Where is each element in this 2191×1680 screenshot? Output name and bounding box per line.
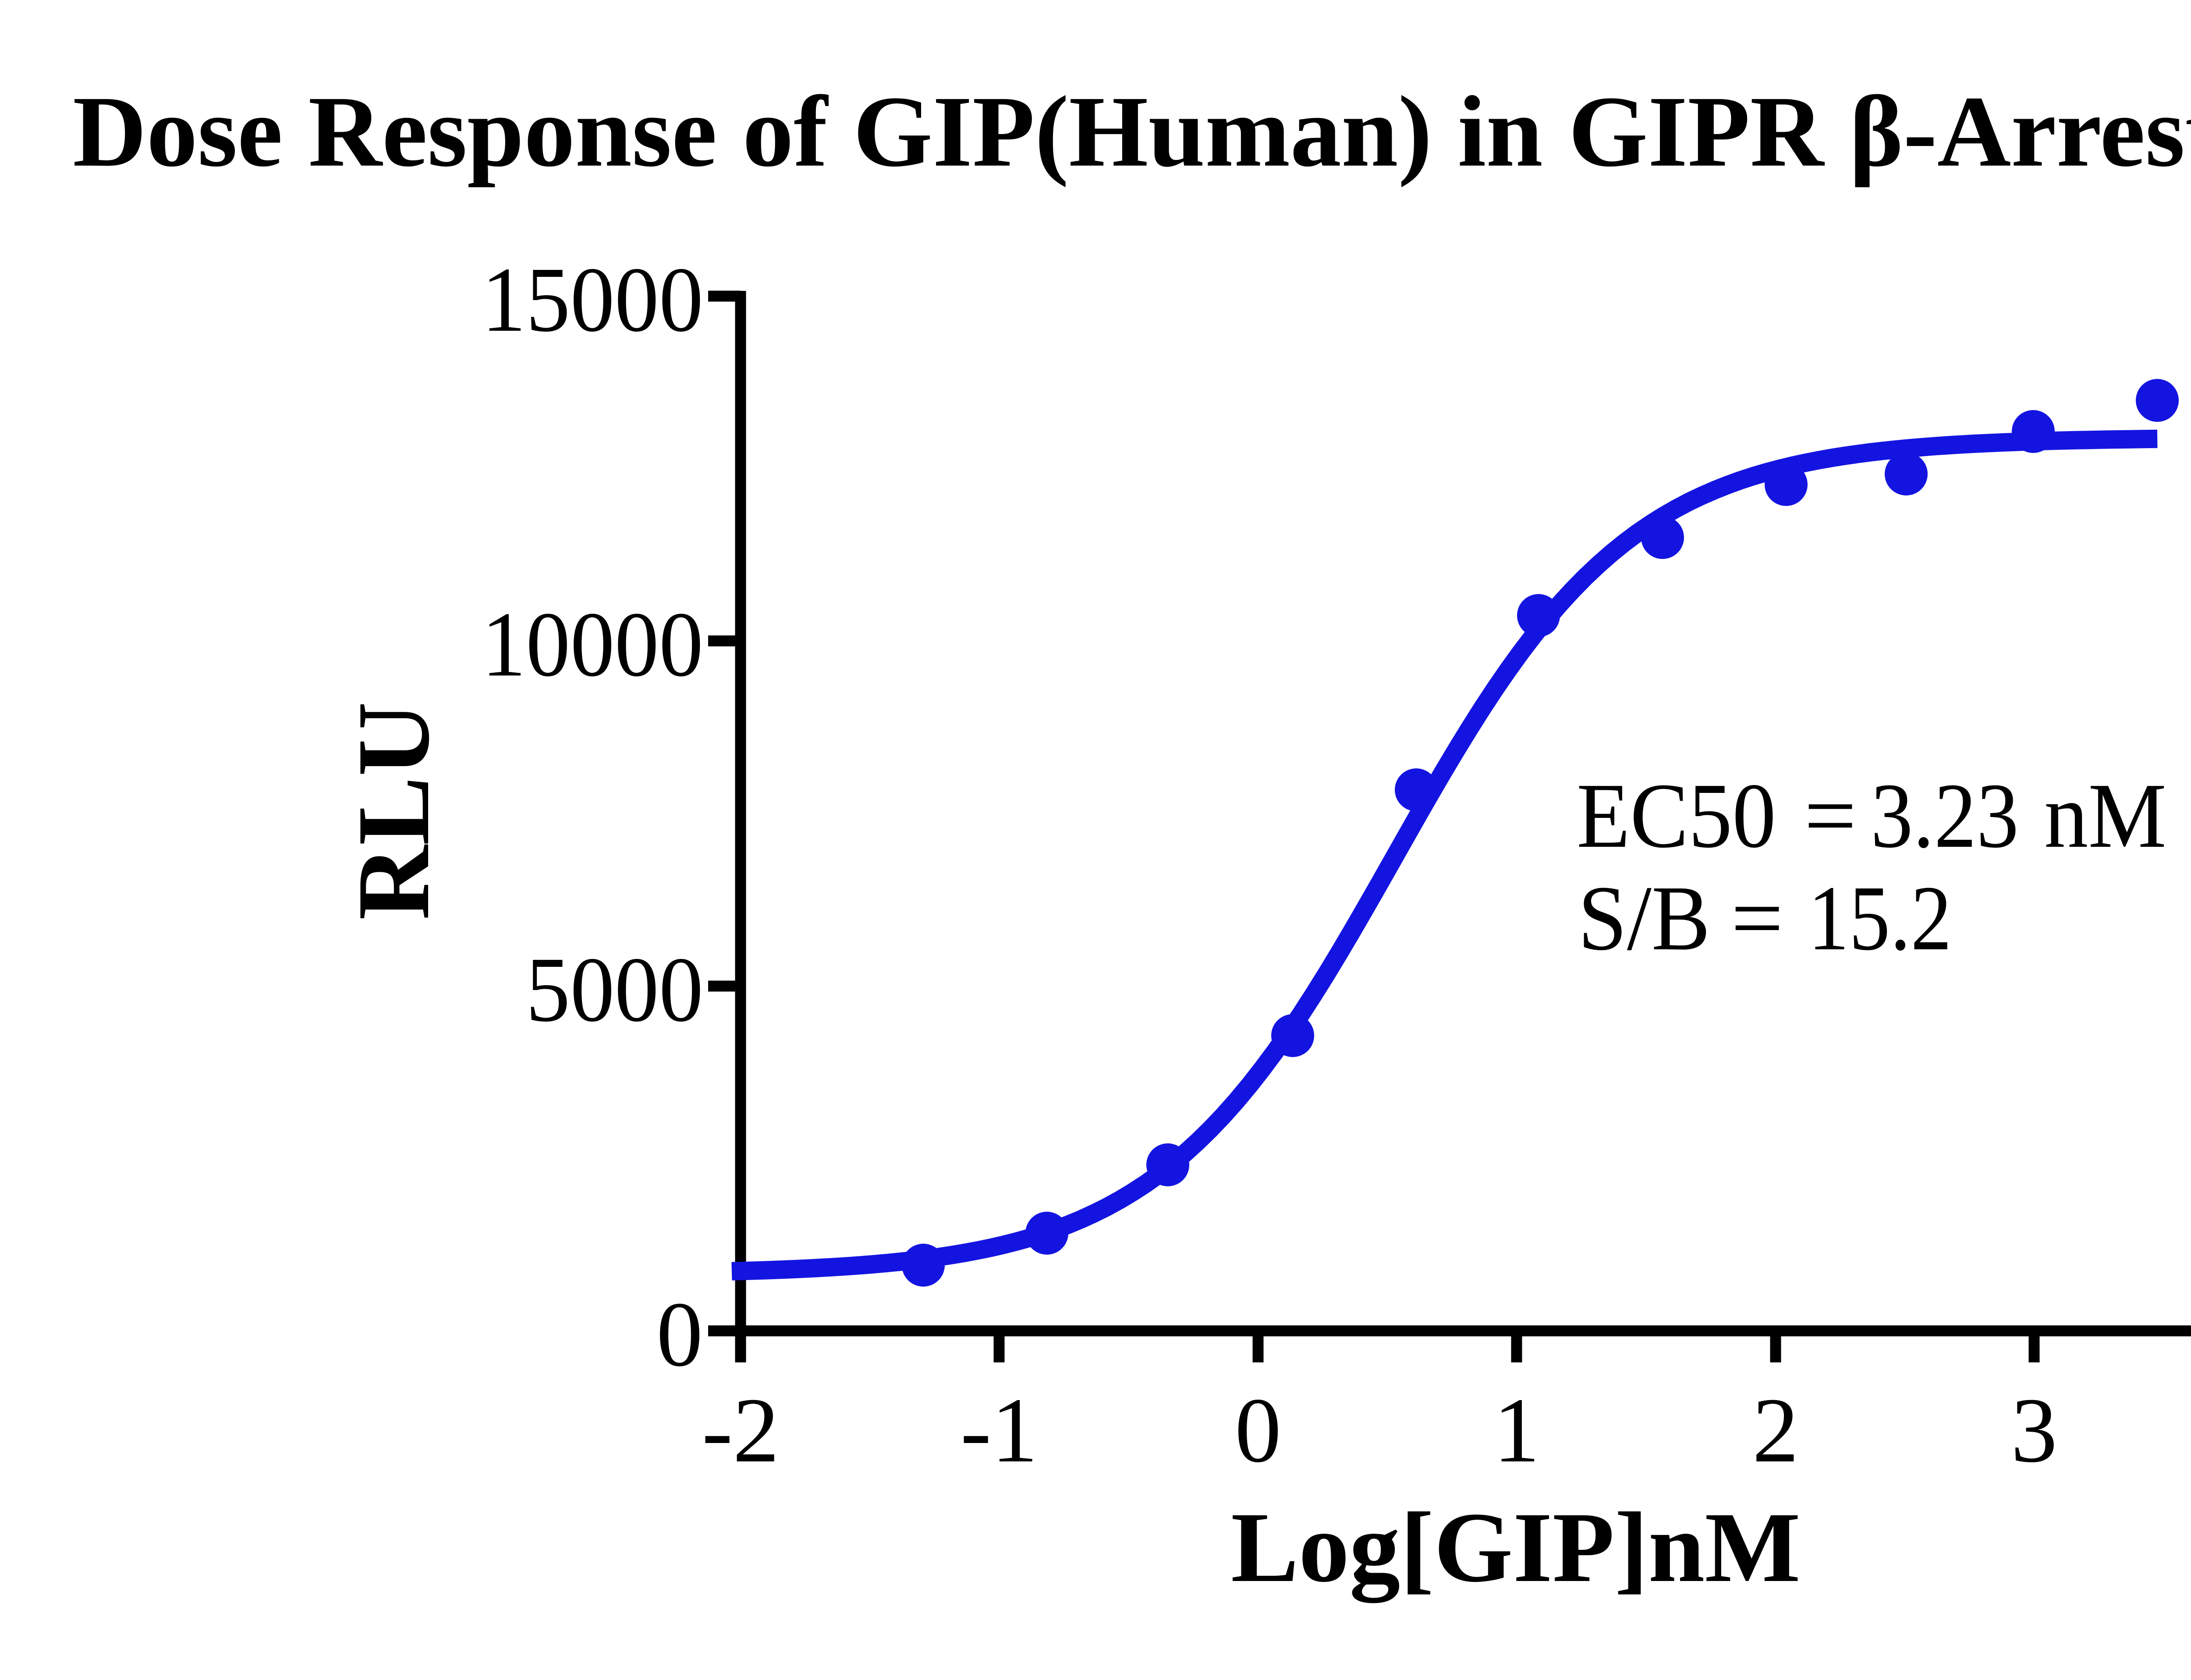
svg-text:=: = <box>1731 867 1783 969</box>
svg-text:-2: -2 <box>702 1379 780 1482</box>
svg-text:15.2: 15.2 <box>1808 867 1952 969</box>
svg-text:15000: 15000 <box>482 248 703 351</box>
svg-text:0: 0 <box>656 1283 703 1386</box>
svg-text:5000: 5000 <box>526 938 703 1041</box>
svg-text:EC50: EC50 <box>1577 764 1776 867</box>
svg-text:nM: nM <box>2044 764 2166 867</box>
svg-text:3.23: 3.23 <box>1871 764 2019 867</box>
svg-text:RLU: RLU <box>337 702 451 920</box>
svg-text:Dose Response of GIP(Human) in: Dose Response of GIP(Human) in GIPR β-Ar… <box>73 75 2191 188</box>
svg-text:Log[GIP]nM: Log[GIP]nM <box>1231 1492 1801 1603</box>
svg-text:1: 1 <box>1493 1379 1540 1482</box>
svg-text:=: = <box>1804 764 1857 867</box>
svg-text:-1: -1 <box>961 1379 1038 1482</box>
svg-text:0: 0 <box>1235 1379 1281 1482</box>
svg-text:10000: 10000 <box>482 593 703 696</box>
svg-text:2: 2 <box>1752 1379 1799 1482</box>
svg-text:S/B: S/B <box>1578 867 1710 969</box>
svg-text:3: 3 <box>2011 1379 2057 1482</box>
